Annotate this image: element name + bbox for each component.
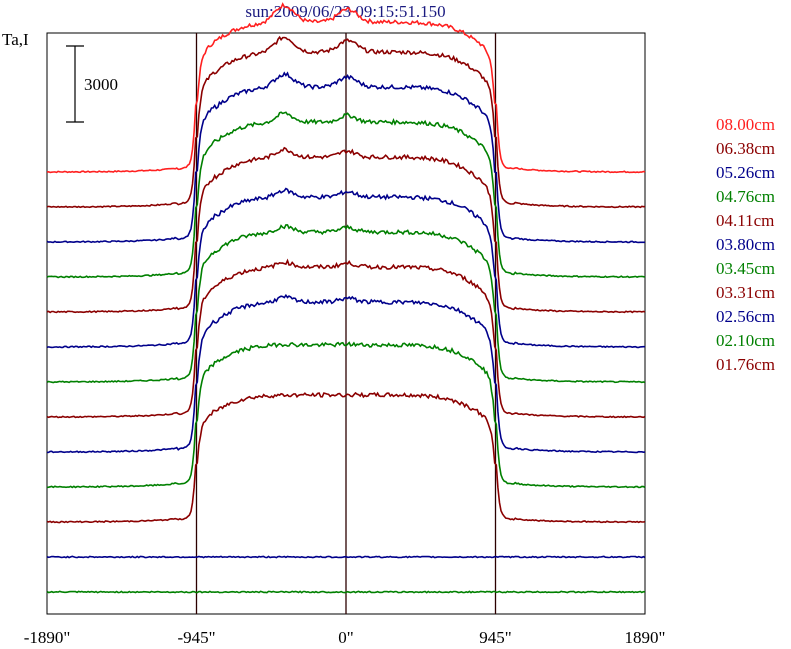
baseline-trace: [46, 555, 646, 559]
baseline-trace: [46, 590, 646, 594]
scale-bar-label: 3000: [84, 75, 118, 94]
legend-item: 03.31cm: [716, 283, 776, 302]
x-tick-label: -1890": [24, 628, 71, 647]
chart-title: sun:2009/06/23 09:15:51.150: [245, 2, 446, 21]
legend-item: 01.76cm: [716, 355, 776, 374]
legend-item: 05.26cm: [716, 163, 776, 182]
series-line: [46, 71, 645, 244]
legend-item: 02.56cm: [716, 307, 776, 326]
legend-item: 08.00cm: [716, 115, 776, 134]
series-line: [46, 293, 646, 454]
x-tick-label: 1890": [625, 628, 666, 647]
x-tick-label: 945": [479, 628, 511, 647]
legend-item: 04.76cm: [716, 187, 776, 206]
legend-item: 06.38cm: [716, 139, 776, 158]
scale-bar: 3000: [66, 45, 118, 123]
series-line: [46, 111, 646, 279]
series-line: [46, 187, 645, 349]
legend-item: 02.10cm: [716, 331, 776, 350]
y-axis-label: Ta,I: [2, 30, 29, 49]
series-line: [46, 2, 646, 174]
legend-item: 03.80cm: [716, 235, 776, 254]
series-line: [46, 258, 646, 419]
legend-item: 03.45cm: [716, 259, 776, 278]
x-tick-label: -945": [177, 628, 215, 647]
series-line: [46, 35, 646, 209]
series-line: [46, 391, 646, 524]
series-line: [46, 341, 646, 489]
legend-item: 04.11cm: [716, 211, 775, 230]
series-line: [46, 146, 646, 314]
x-tick-label: 0": [338, 628, 353, 647]
series-line: [46, 224, 646, 384]
